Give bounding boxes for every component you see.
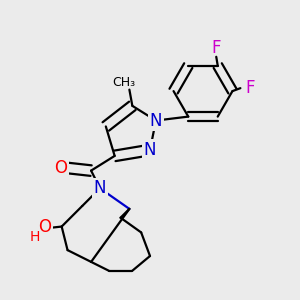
Text: O: O (38, 218, 51, 236)
Text: H: H (29, 230, 40, 244)
Text: F: F (245, 79, 255, 97)
Text: N: N (144, 141, 156, 159)
Text: F: F (212, 39, 221, 57)
Text: N: N (94, 179, 106, 197)
Text: O: O (55, 159, 68, 177)
Text: N: N (150, 112, 162, 130)
Text: CH₃: CH₃ (112, 76, 135, 89)
